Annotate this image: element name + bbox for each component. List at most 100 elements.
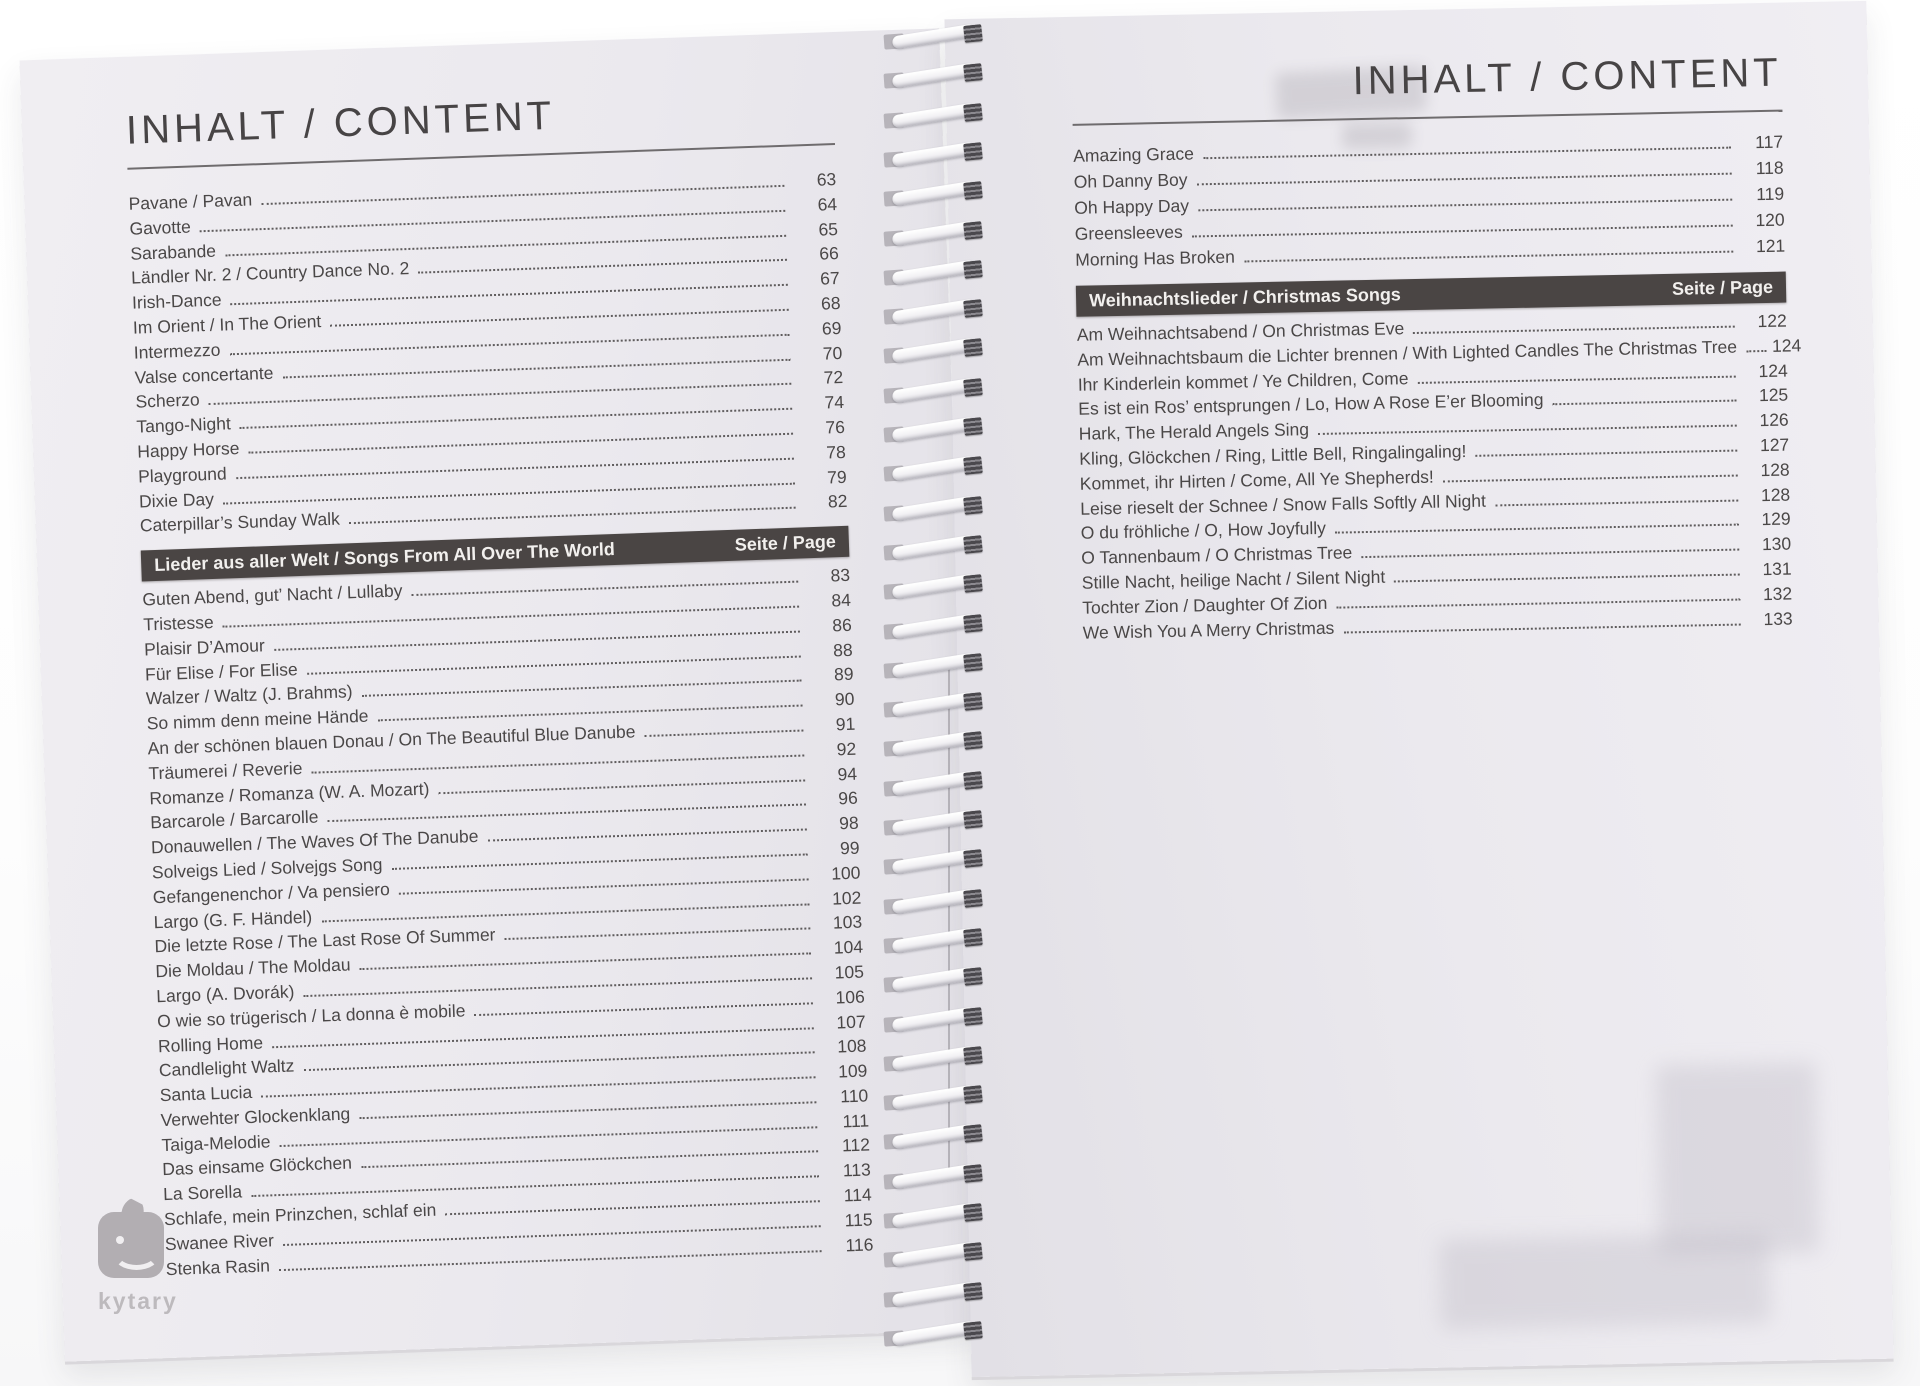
dot-leader [1191,224,1733,238]
coil-shadow-mark [963,1242,983,1262]
dot-leader [348,506,796,525]
toc-entry-page: 100 [830,862,861,884]
toc-entry-page: 94 [837,763,858,784]
toc-entry-title: Candlelight Waltz [158,1055,295,1081]
coil-shadow-mark [963,24,983,43]
toc-entry-page: 88 [832,639,853,660]
coil-shadow-mark [963,299,983,318]
toc-entry-title: Gavotte [129,216,192,239]
dot-leader [1442,474,1738,483]
toc-entry-page: 110 [839,1085,869,1107]
dot-leader [1318,424,1737,436]
toc-entry-page: 69 [821,317,842,339]
book-page-right: INHALT / CONTENT Amazing Grace 117 Oh Da… [944,0,1894,1378]
title-underline [1072,109,1783,126]
spiral-coil [880,1163,984,1190]
toc-entry-title: Am Weihnachtsabend / On Christmas Eve [1076,318,1405,345]
toc-entry-page: 116 [845,1234,874,1256]
coil-shadow-mark [963,377,983,397]
coil-shadow-mark [963,338,983,358]
section-header-page-label: Seite / Page [1671,276,1774,299]
spiral-coil [880,730,984,758]
spiral-coil [880,1241,984,1268]
coil-shadow-mark [963,259,983,279]
spiral-coil [880,1320,984,1347]
coil-shadow-mark [963,417,983,436]
toc-entry-page: 127 [1759,434,1790,456]
spiral-coil [880,416,984,443]
section-header-label: Lieder aus aller Welt / Songs From All O… [153,539,616,576]
toc-entry-page: 118 [1755,157,1784,179]
toc-entry-title: Taiga-Melodie [161,1131,271,1155]
dot-leader [1198,198,1733,212]
spiral-coil [880,534,984,561]
spiral-binding [880,23,984,1364]
coil-shadow-mark [963,1320,983,1340]
toc-entry-page: 119 [1756,183,1785,205]
spiral-coil [880,573,984,600]
toc-entry-page: 105 [834,961,865,983]
toc-entry-title: Happy Horse [136,437,240,462]
watermark-brand-text: kytary [98,1288,178,1314]
spiral-coil [880,180,984,207]
toc-entry-page: 113 [842,1159,872,1181]
toc-entry-title: O du fröhliche / O, How Joyfully [1080,518,1327,544]
coil-shadow-mark [963,731,983,751]
spiral-coil [880,495,984,522]
toc-entry-page: 92 [836,738,857,760]
toc-entry-page: 128 [1760,459,1790,480]
toc-entry-page: 133 [1763,608,1793,629]
spiral-coil [880,259,984,286]
spiral-coil [880,377,984,404]
spiral-coil [880,141,984,168]
coil-shadow-mark [963,141,983,161]
spiral-coil [880,220,984,247]
coil-shadow-mark [963,888,983,908]
toc-entry-page: 91 [835,713,856,735]
section-header-page-label: Seite / Page [734,531,837,555]
toc-entry-page: 74 [824,392,845,413]
toc-entry-page: 82 [827,491,848,512]
toc-entry-page: 112 [841,1134,871,1156]
left-page-content: INHALT / CONTENT Pavane / Pavan 63 Gavot… [125,84,874,1283]
toc-entry-title: Valse concertante [134,362,274,388]
coil-shadow-mark [963,220,983,240]
toc-entry-page: 126 [1759,409,1789,431]
toc-entry-page: 122 [1757,310,1787,332]
toc-entry-title: Scherzo [135,389,201,412]
toc-entry-page: 83 [830,564,851,586]
spiral-coil [880,23,984,50]
coil-shadow-mark [963,495,983,515]
toc-entry-title: La Sorella [162,1181,243,1205]
coil-shadow-mark [963,1124,983,1144]
left-toc-section-2: Guten Abend, gut’ Nacht / Lullaby 83 Tri… [142,565,874,1284]
dot-leader [1243,250,1734,263]
coil-shadow-mark [963,652,983,672]
logo-smile-arc [113,1238,160,1270]
spiral-coil [880,691,984,718]
toc-entry-page: 67 [819,268,841,289]
spiral-coil [880,1084,984,1111]
right-page-title: INHALT / CONTENT [1352,50,1783,104]
left-page-title: INHALT / CONTENT [125,93,556,153]
toc-entry-page: 130 [1761,533,1792,555]
coil-shadow-mark [963,692,983,711]
toc-entry-page: 128 [1760,484,1791,505]
toc-entry-title: Irish-Dance [131,289,222,313]
spiral-back-wire [948,660,950,1180]
toc-entry-title: Sarabande [130,240,217,264]
right-page-content: INHALT / CONTENT Amazing Grace 117 Oh Da… [1071,50,1801,647]
toc-entry-page: 111 [842,1110,870,1132]
spiral-coil [880,298,984,325]
toc-entry-page: 76 [825,416,846,438]
spiral-coil [880,809,984,836]
toc-entry-page: 104 [833,936,864,958]
toc-entry-title: Amazing Grace [1073,143,1195,166]
toc-entry-title: Swanee River [164,1230,275,1254]
coil-shadow-mark [963,102,983,122]
spiral-coil [880,770,984,797]
dot-leader [1413,325,1735,335]
coil-shadow-mark [963,574,983,594]
toc-entry-page: 129 [1761,508,1791,530]
left-toc-section-1: Pavane / Pavan 63 Gavotte 64 Sarabande 6… [128,169,848,541]
